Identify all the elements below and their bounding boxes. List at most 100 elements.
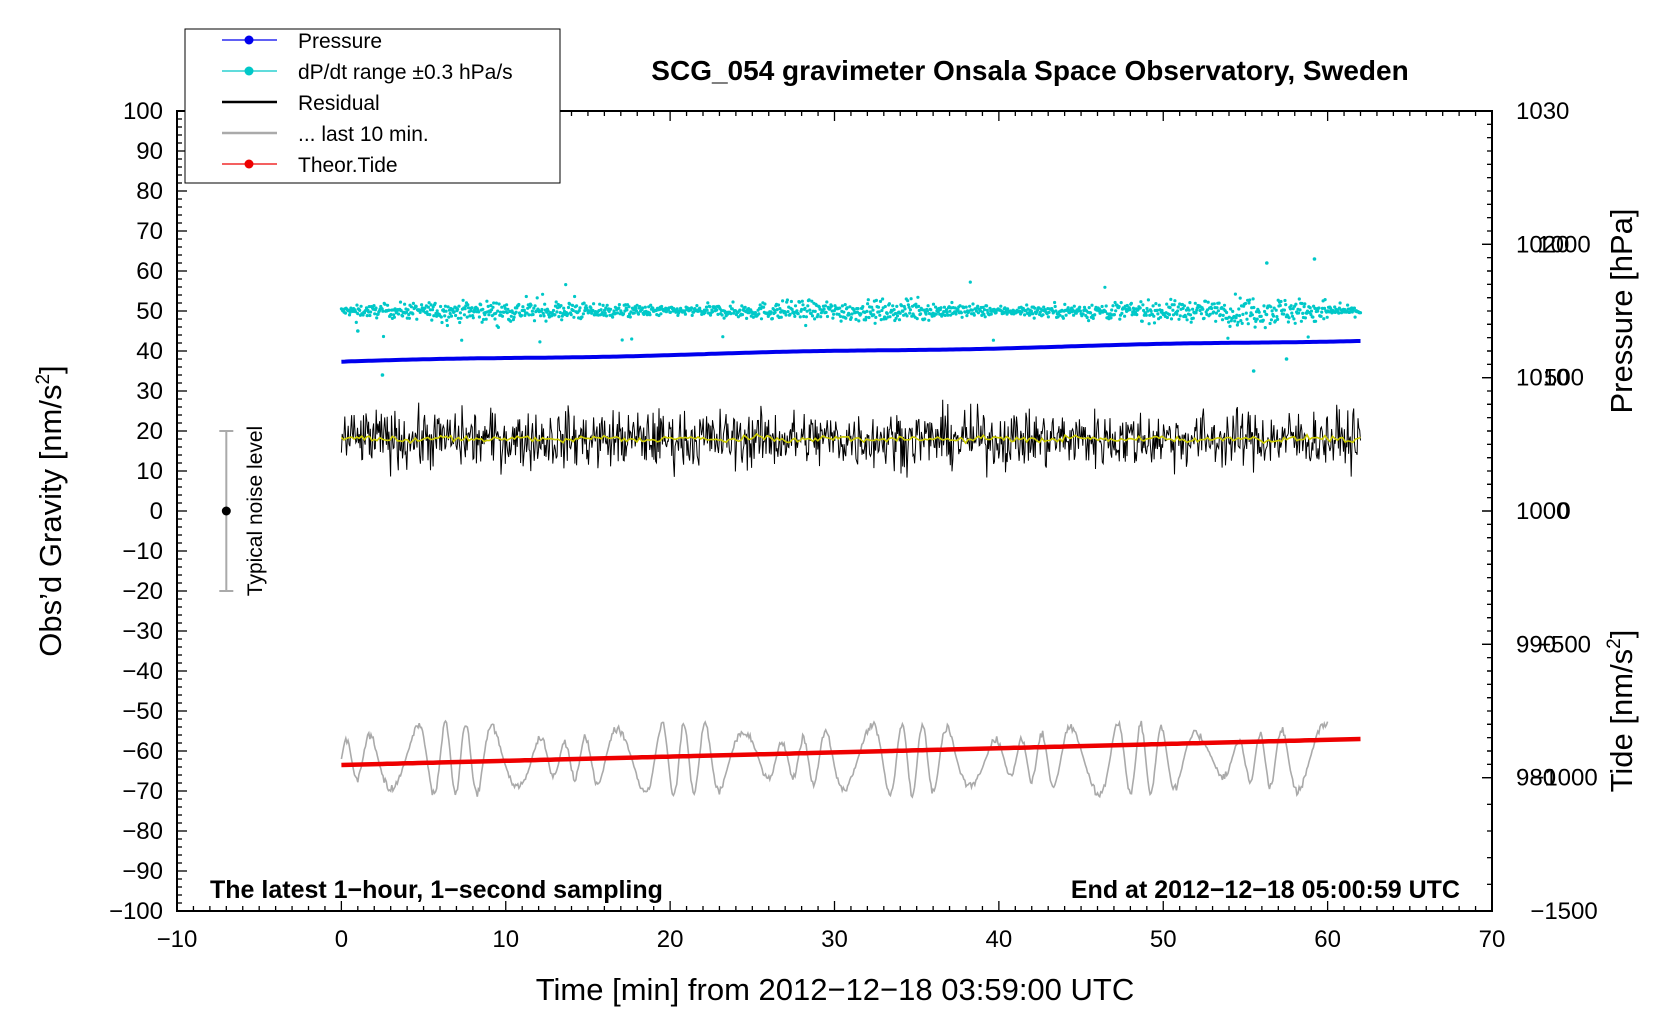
- dpdt-point: [1138, 306, 1142, 310]
- dpdt-point: [968, 280, 972, 284]
- dpdt-point: [496, 325, 500, 329]
- dpdt-point: [903, 307, 907, 311]
- dpdt-point: [1110, 308, 1114, 312]
- dpdt-point: [1247, 301, 1251, 305]
- dpdt-point: [931, 302, 936, 306]
- dpdt-point: [491, 305, 495, 309]
- dpdt-point: [1033, 306, 1037, 310]
- dpdt-point: [592, 302, 596, 306]
- y-tick-label-pressure: 1000: [1516, 498, 1569, 525]
- dpdt-point: [992, 307, 996, 311]
- dpdt-point: [604, 314, 609, 318]
- dpdt-point: [471, 316, 475, 320]
- dpdt-point: [968, 304, 972, 308]
- dpdt-point: [1212, 310, 1216, 314]
- noise-indicator-label: Typical noise level: [244, 426, 267, 596]
- dpdt-point: [924, 312, 928, 316]
- dpdt-point: [905, 314, 909, 318]
- dpdt-point: [839, 319, 843, 323]
- dpdt-point: [615, 311, 620, 315]
- dpdt-point: [524, 294, 528, 299]
- dpdt-point: [443, 314, 447, 318]
- dpdt-point: [1117, 305, 1121, 309]
- dpdt-point: [878, 299, 883, 303]
- dpdt-point: [1042, 305, 1046, 309]
- dpdt-point: [747, 311, 751, 315]
- dpdt-point: [989, 312, 993, 316]
- dpdt-point: [965, 314, 969, 318]
- dpdt-point: [825, 314, 830, 319]
- dpdt-point: [732, 311, 736, 315]
- dpdt-point: [1023, 313, 1027, 317]
- dpdt-point: [690, 313, 694, 317]
- dpdt-point: [541, 292, 545, 296]
- dpdt-point: [976, 311, 981, 315]
- dpdt-point: [1165, 302, 1169, 306]
- dpdt-point: [773, 310, 777, 314]
- dpdt-point: [617, 306, 621, 310]
- dpdt-outlier-point: [1284, 357, 1289, 361]
- dpdt-point: [399, 309, 403, 313]
- dpdt-point: [1120, 311, 1124, 315]
- y-tick-label-left: −10: [122, 538, 163, 565]
- dpdt-point: [443, 304, 447, 308]
- dpdt-point: [1253, 325, 1257, 329]
- dpdt-point: [907, 305, 911, 309]
- dpdt-point: [866, 302, 870, 306]
- series-residual-line: [340, 399, 1361, 478]
- dpdt-point: [445, 318, 449, 322]
- dpdt-point: [695, 304, 699, 308]
- dpdt-point: [448, 311, 452, 316]
- dpdt-point: [802, 314, 806, 319]
- dpdt-point: [1239, 319, 1243, 323]
- dpdt-point: [591, 308, 595, 313]
- dpdt-point: [447, 315, 451, 319]
- dpdt-point: [895, 314, 900, 318]
- y-tick-label-pressure: 1020: [1516, 231, 1569, 258]
- dpdt-point: [566, 312, 570, 316]
- dpdt-point: [1109, 316, 1113, 320]
- dpdt-point: [486, 304, 490, 308]
- dpdt-point: [728, 304, 732, 308]
- dpdt-point: [1316, 309, 1320, 313]
- dpdt-point: [982, 308, 987, 312]
- dpdt-point: [893, 311, 898, 316]
- x-tick-label: −10: [157, 926, 198, 953]
- dpdt-point: [781, 299, 785, 303]
- dpdt-point: [449, 314, 454, 318]
- dpdt-point: [541, 311, 545, 315]
- dpdt-point: [562, 306, 566, 310]
- dpdt-point: [902, 304, 906, 309]
- dpdt-point: [683, 312, 688, 316]
- dpdt-point: [1319, 314, 1323, 318]
- dpdt-point: [906, 299, 910, 303]
- dpdt-point: [1140, 319, 1144, 323]
- dpdt-point: [878, 313, 882, 317]
- dpdt-point: [1303, 316, 1307, 320]
- noise-center-dot: [221, 506, 231, 516]
- dpdt-point: [497, 302, 501, 306]
- dpdt-point: [430, 318, 434, 322]
- dpdt-point: [601, 303, 605, 307]
- dpdt-point: [529, 303, 533, 307]
- dpdt-point: [758, 303, 762, 307]
- dpdt-point: [950, 300, 954, 305]
- dpdt-point: [544, 319, 548, 323]
- legend-label-pressure: Pressure: [298, 30, 382, 53]
- x-tick-label: 30: [821, 926, 848, 953]
- dpdt-point: [479, 303, 483, 307]
- dpdt-point: [720, 313, 724, 317]
- dpdt-point: [916, 295, 920, 299]
- dpdt-point: [1265, 313, 1269, 317]
- dpdt-point: [1311, 315, 1315, 319]
- dpdt-point: [1298, 308, 1302, 312]
- dpdt-point: [543, 302, 547, 306]
- y-axis-title-left: Obs’d Gravity [nm/s2]: [33, 365, 68, 656]
- dpdt-point: [343, 311, 348, 315]
- dpdt-point: [1006, 307, 1010, 311]
- dpdt-point: [1352, 306, 1356, 310]
- dpdt-point: [364, 306, 369, 310]
- dpdt-point: [1144, 313, 1148, 317]
- dpdt-point: [1301, 311, 1305, 315]
- dpdt-point: [403, 302, 407, 306]
